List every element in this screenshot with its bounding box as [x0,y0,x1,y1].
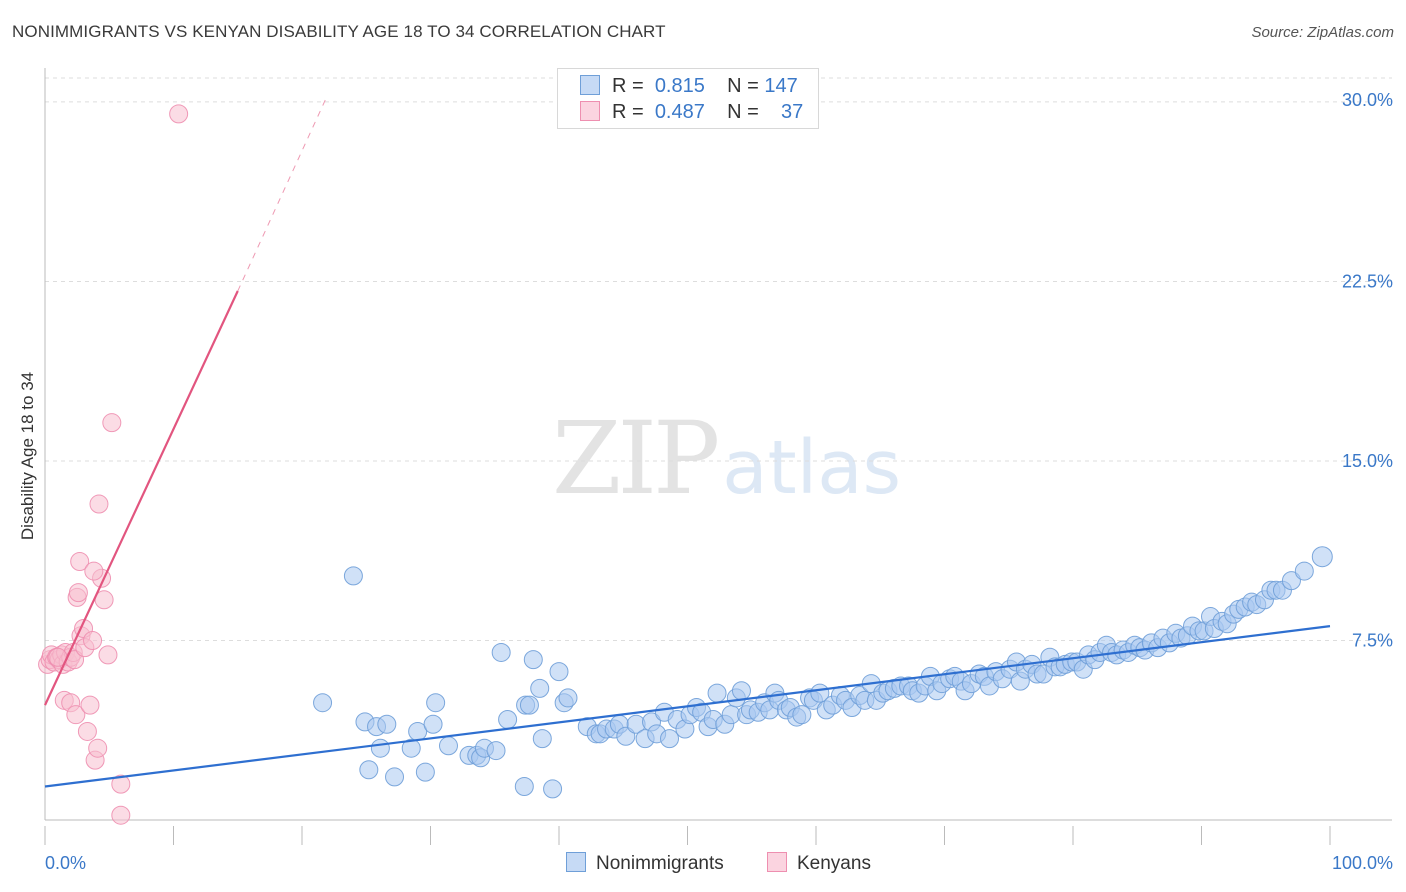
legend-swatch-blue [566,852,586,872]
point-nonimmigrants [498,709,518,729]
point-kenyans [80,695,100,715]
trend-line-nonimmigrants [44,625,1331,788]
point-nonimmigrants [707,683,727,703]
point-kenyans [77,721,97,741]
correlation-legend: R = 0.815 N = 147 R = 0.487 N = 37 [557,68,819,129]
point-nonimmigrants [401,738,421,758]
legend-r-value: 0.487 [654,101,705,123]
point-nonimmigrants [1281,571,1301,591]
legend-item-nonimmigrants[interactable]: Nonimmigrants [566,852,724,875]
source-label: Source: ZipAtlas.com [1251,24,1394,41]
point-nonimmigrants [549,662,569,682]
point-nonimmigrants [343,566,363,586]
point-nonimmigrants [313,693,333,713]
point-kenyans [70,551,90,571]
point-nonimmigrants [1311,546,1333,568]
point-nonimmigrants [385,767,405,787]
point-kenyans [111,805,131,825]
trend-line-kenyans [44,290,239,706]
point-kenyans [66,705,86,725]
legend-row-nonimmigrants: R = 0.815 N = 147 [580,75,798,99]
point-kenyans [98,645,118,665]
point-nonimmigrants [731,681,751,701]
point-nonimmigrants [377,714,397,734]
legend-swatch-blue [580,75,600,95]
point-nonimmigrants [423,714,443,734]
point-nonimmigrants [1294,561,1314,581]
legend-n-value: 37 [781,101,804,123]
legend-row-kenyans: R = 0.487 N = 37 [580,101,803,125]
point-nonimmigrants [558,688,578,708]
point-nonimmigrants [792,705,812,725]
point-nonimmigrants [514,776,534,796]
point-kenyans [169,104,189,124]
legend-n-value: 147 [764,75,798,97]
legend-label-nonimmigrants: Nonimmigrants [596,853,724,874]
point-kenyans [111,774,131,794]
legend-swatch-pink [767,852,787,872]
point-nonimmigrants [359,760,379,780]
trend-extension-kenyans [237,94,329,292]
point-nonimmigrants [530,678,550,698]
point-nonimmigrants [519,695,539,715]
legend-r-label: R = [612,101,644,123]
legend-swatch-pink [580,101,600,121]
y-axis-label: Disability Age 18 to 34 [18,372,37,540]
point-kenyans [83,630,103,650]
point-nonimmigrants [543,779,563,799]
legend-label-kenyans: Kenyans [797,853,871,874]
x-tick-label: 0.0% [45,853,86,873]
point-nonimmigrants [486,741,506,761]
point-nonimmigrants [523,650,543,670]
y-tick-label: 30.0% [1342,90,1393,110]
point-kenyans [88,738,108,758]
point-nonimmigrants [370,738,390,758]
point-kenyans [102,413,122,433]
point-kenyans [89,494,109,514]
point-nonimmigrants [491,642,511,662]
point-kenyans [84,561,104,581]
series-legend: Nonimmigrants Kenyans [0,852,1406,878]
legend-item-kenyans[interactable]: Kenyans [767,852,871,875]
legend-r-label: R = [612,75,644,97]
legend-r-value: 0.815 [654,75,705,97]
point-nonimmigrants [660,729,680,749]
point-nonimmigrants [415,762,435,782]
point-nonimmigrants [438,736,458,756]
legend-n-label: N = [727,101,759,123]
x-tick-label: 100.0% [1332,853,1393,873]
y-tick-label: 7.5% [1352,630,1393,650]
y-tick-label: 22.5% [1342,271,1393,291]
point-nonimmigrants [532,729,552,749]
point-kenyans [68,583,88,603]
chart-title: NONIMMIGRANTS VS KENYAN DISABILITY AGE 1… [12,22,666,41]
legend-n-label: N = [727,75,759,97]
point-nonimmigrants [426,693,446,713]
y-tick-label: 15.0% [1342,451,1393,471]
